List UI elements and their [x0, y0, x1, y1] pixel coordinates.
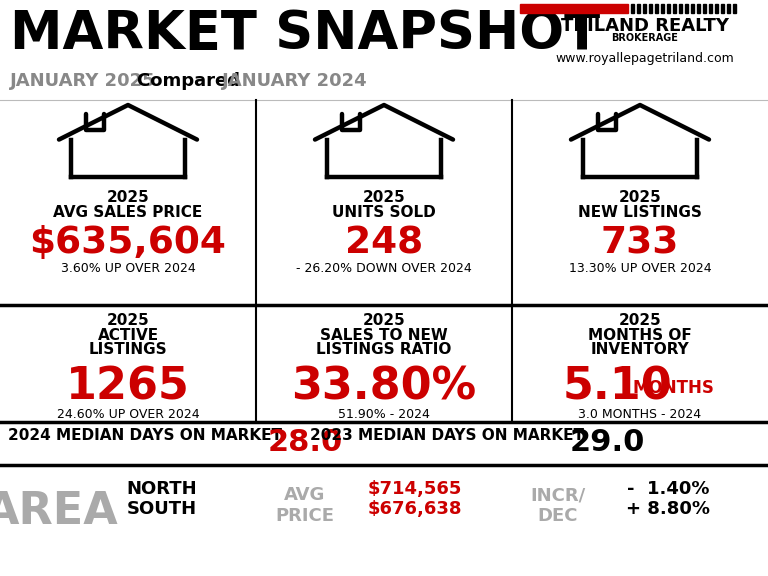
Text: 29.0: 29.0 — [570, 428, 645, 457]
Text: 2025: 2025 — [619, 313, 661, 328]
Bar — [727, 4, 730, 13]
Text: $635,604: $635,604 — [29, 225, 227, 261]
Text: + 8.80%: + 8.80% — [626, 500, 710, 518]
Bar — [721, 4, 724, 13]
Text: UNITS SOLD: UNITS SOLD — [332, 205, 436, 220]
Text: LISTINGS RATIO: LISTINGS RATIO — [316, 342, 452, 357]
Text: 2023 MEDIAN DAYS ON MARKET: 2023 MEDIAN DAYS ON MARKET — [310, 428, 589, 443]
Text: MARKET SNAPSHOT: MARKET SNAPSHOT — [10, 8, 600, 60]
Text: INCR/
DEC: INCR/ DEC — [531, 486, 586, 525]
Text: 1265: 1265 — [66, 365, 190, 408]
Text: MONTHS: MONTHS — [632, 379, 714, 397]
Text: 5.10: 5.10 — [563, 365, 673, 408]
Text: 24.60% UP OVER 2024: 24.60% UP OVER 2024 — [57, 408, 200, 421]
Text: NORTH: NORTH — [127, 480, 197, 498]
Text: 3.60% UP OVER 2024: 3.60% UP OVER 2024 — [61, 262, 195, 275]
Text: 13.30% UP OVER 2024: 13.30% UP OVER 2024 — [568, 262, 711, 275]
Text: 33.80%: 33.80% — [291, 365, 477, 408]
Bar — [637, 4, 640, 13]
Bar — [733, 4, 736, 13]
Bar — [685, 4, 688, 13]
Text: 28.0: 28.0 — [268, 428, 343, 457]
Text: SOUTH: SOUTH — [127, 500, 197, 518]
Bar — [691, 4, 694, 13]
Bar — [667, 4, 670, 13]
Bar — [679, 4, 682, 13]
Text: JANUARY 2024: JANUARY 2024 — [222, 72, 368, 90]
Text: -  1.40%: - 1.40% — [627, 480, 710, 498]
Text: - 26.20% DOWN OVER 2024: - 26.20% DOWN OVER 2024 — [296, 262, 472, 275]
Bar — [520, 4, 628, 13]
Text: 2025: 2025 — [107, 190, 149, 205]
Text: SALES TO NEW: SALES TO NEW — [320, 328, 448, 343]
Text: $714,565: $714,565 — [368, 480, 462, 498]
Text: TRILAND REALTY: TRILAND REALTY — [561, 17, 729, 35]
Bar — [655, 4, 658, 13]
Text: NEW LISTINGS: NEW LISTINGS — [578, 205, 702, 220]
Text: LISTINGS: LISTINGS — [88, 342, 167, 357]
Text: 2025: 2025 — [362, 190, 406, 205]
Text: BROKERAGE: BROKERAGE — [611, 33, 678, 43]
Text: 2025: 2025 — [619, 190, 661, 205]
Text: INVENTORY: INVENTORY — [591, 342, 690, 357]
Bar — [703, 4, 706, 13]
Bar — [673, 4, 676, 13]
Text: 51.90% - 2024: 51.90% - 2024 — [338, 408, 430, 421]
Text: ACTIVE: ACTIVE — [98, 328, 158, 343]
Text: 2025: 2025 — [362, 313, 406, 328]
Bar — [697, 4, 700, 13]
Text: www.royallepagetriland.com: www.royallepagetriland.com — [555, 52, 734, 65]
Text: 3.0 MONTHS - 2024: 3.0 MONTHS - 2024 — [578, 408, 701, 421]
Bar — [715, 4, 718, 13]
Bar — [709, 4, 712, 13]
Bar — [661, 4, 664, 13]
Text: JANUARY 2025: JANUARY 2025 — [10, 72, 162, 90]
Text: AREA: AREA — [0, 490, 119, 533]
Text: 2025: 2025 — [107, 313, 149, 328]
Text: Compared: Compared — [137, 72, 247, 90]
Bar — [631, 4, 634, 13]
Text: AVG
PRICE: AVG PRICE — [276, 486, 335, 525]
Bar — [643, 4, 646, 13]
Text: 733: 733 — [601, 225, 679, 261]
Text: 2024 MEDIAN DAYS ON MARKET: 2024 MEDIAN DAYS ON MARKET — [8, 428, 287, 443]
Bar — [649, 4, 652, 13]
Text: AVG SALES PRICE: AVG SALES PRICE — [53, 205, 203, 220]
Text: $676,638: $676,638 — [368, 500, 462, 518]
Text: MONTHS OF: MONTHS OF — [588, 328, 692, 343]
Text: 248: 248 — [345, 225, 423, 261]
